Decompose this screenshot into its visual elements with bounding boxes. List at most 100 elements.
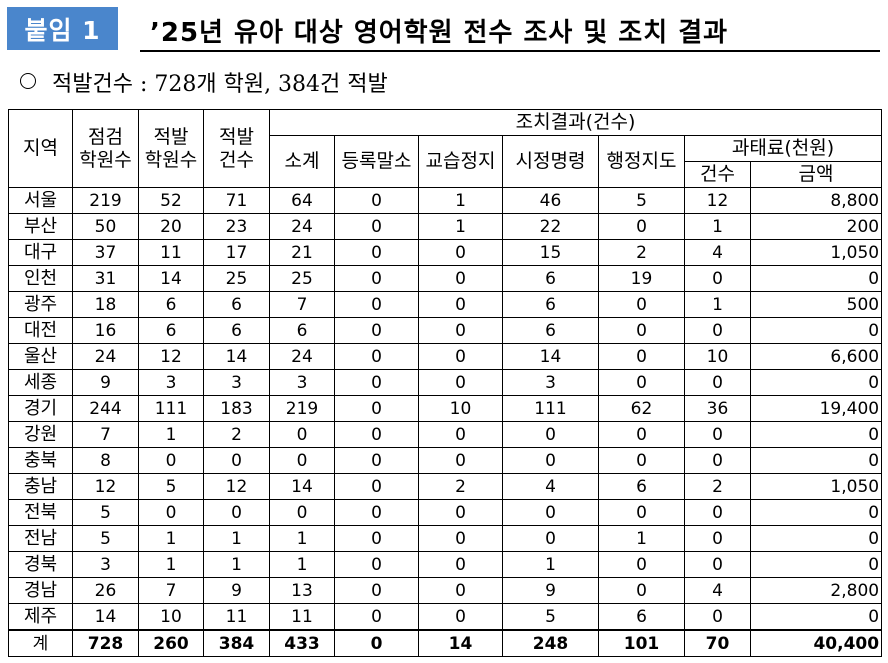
cell-deregistration: 0 [334,421,419,448]
cell-cases: 17 [203,239,270,266]
cell-suspension: 0 [418,343,503,370]
cell-fine-amount: 19,400 [749,395,883,422]
cell-violating: 10 [138,603,204,631]
cell-inspected: 5 [72,499,139,526]
cell-cases: 23 [203,213,270,240]
header-inspected: 점검 학원수 [72,109,139,188]
cell-subtotal: 3 [269,369,335,396]
table-row: 광주 18 6 6 7 0 0 6 0 1 500 [8,291,883,318]
cell-subtotal: 11 [269,603,335,631]
header-suspension: 교습정지 [418,135,503,188]
header-deregistration: 등록말소 [334,135,419,188]
cell-deregistration: 0 [334,265,419,292]
header-measures: 조치결과(건수) [268,109,883,136]
total-correction: 248 [502,629,599,657]
summary-text: 적발건수 : 728개 학원, 384건 적발 [52,72,388,97]
cell-guidance: 0 [598,447,685,474]
cell-inspected: 26 [72,577,139,604]
cell-violating: 1 [138,551,204,578]
table-row: 제주 14 10 11 11 0 0 5 6 0 0 [8,603,883,631]
cell-region: 전북 [8,499,73,526]
cell-guidance: 1 [598,525,685,552]
cell-subtotal: 219 [269,395,335,422]
cell-deregistration: 0 [334,395,419,422]
cell-fine-count: 0 [684,421,751,448]
cell-inspected: 16 [72,317,139,344]
cell-suspension: 0 [418,525,503,552]
cell-fine-amount: 0 [749,551,883,578]
cell-fine-count: 36 [684,395,751,422]
cell-fine-count: 4 [684,577,751,604]
cell-deregistration: 0 [334,187,419,214]
cell-cases: 183 [203,395,270,422]
header-subtotal: 소계 [269,135,335,188]
cell-subtotal: 0 [269,499,335,526]
cell-inspected: 5 [72,525,139,552]
cell-fine-count: 0 [684,265,751,292]
cell-correction: 0 [502,525,599,552]
table-row: 경기 244 111 183 219 0 10 111 62 36 19,400 [8,395,883,422]
cell-correction: 6 [502,265,599,292]
cell-suspension: 1 [418,187,503,214]
table-row: 인천 31 14 25 25 0 0 6 19 0 0 [8,265,883,292]
cell-deregistration: 0 [334,603,419,631]
cell-guidance: 0 [598,421,685,448]
cell-fine-amount: 0 [749,499,883,526]
total-guidance: 101 [598,629,685,657]
table-row: 부산 50 20 23 24 0 1 22 0 1 200 [8,213,883,240]
cell-guidance: 0 [598,317,685,344]
title-underline [140,50,880,52]
cell-deregistration: 0 [334,551,419,578]
cell-fine-amount: 200 [749,213,883,240]
cell-suspension: 1 [418,213,503,240]
cell-fine-amount: 0 [749,603,883,631]
table-row: 대구 37 11 17 21 0 0 15 2 4 1,050 [8,239,883,266]
circle-bullet-icon [20,73,36,89]
cell-suspension: 0 [418,499,503,526]
cell-region: 서울 [8,187,73,214]
cell-deregistration: 0 [334,369,419,396]
total-row: 계 728 260 384 433 0 14 248 101 70 40,400 [8,629,883,657]
cell-inspected: 244 [72,395,139,422]
cell-violating: 5 [138,473,204,500]
total-violating: 260 [138,629,204,657]
cell-region: 충북 [8,447,73,474]
cell-fine-count: 0 [684,317,751,344]
cell-guidance: 0 [598,499,685,526]
cell-region: 강원 [8,421,73,448]
cell-region: 대구 [8,239,73,266]
cell-inspected: 12 [72,473,139,500]
cell-correction: 1 [502,551,599,578]
cell-fine-amount: 0 [749,369,883,396]
summary-line: 적발건수 : 728개 학원, 384건 적발 [20,66,388,98]
header-fine-amount: 금액 [749,161,883,188]
cell-suspension: 0 [418,291,503,318]
header-guidance: 행정지도 [598,135,685,188]
header-cases-line2: 건수 [219,148,254,171]
cell-inspected: 8 [72,447,139,474]
cell-cases: 1 [203,551,270,578]
cell-guidance: 0 [598,291,685,318]
cell-subtotal: 1 [269,551,335,578]
cell-cases: 25 [203,265,270,292]
cell-region: 경기 [8,395,73,422]
cell-fine-count: 0 [684,447,751,474]
appendix-badge: 붙임 1 [7,7,118,50]
total-fine-count: 70 [684,629,751,657]
cell-subtotal: 24 [269,343,335,370]
cell-cases: 1 [203,525,270,552]
cell-fine-count: 0 [684,551,751,578]
cell-guidance: 0 [598,577,685,604]
cell-region: 부산 [8,213,73,240]
cell-violating: 20 [138,213,204,240]
header-violating: 적발 학원수 [138,109,204,188]
cell-suspension: 0 [418,447,503,474]
cell-region: 전남 [8,525,73,552]
cell-violating: 1 [138,421,204,448]
cell-violating: 7 [138,577,204,604]
table-body: 서울 219 52 71 64 0 1 46 5 12 8,800 부산 50 20 23 24 0 1 22 0 1 2… [8,187,883,631]
header-region: 지역 [8,109,73,188]
cell-inspected: 18 [72,291,139,318]
cell-suspension: 0 [418,369,503,396]
cell-subtotal: 0 [269,447,335,474]
